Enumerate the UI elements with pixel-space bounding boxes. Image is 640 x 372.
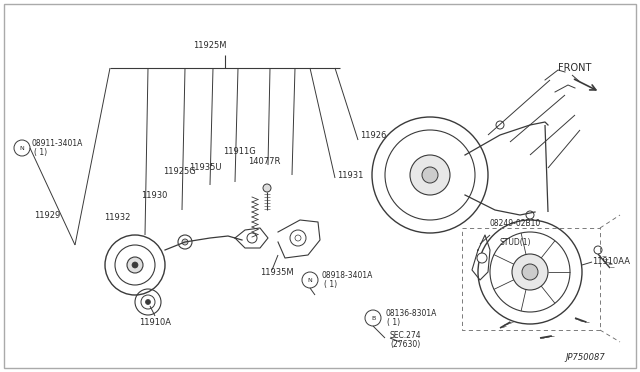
Text: SEC.274: SEC.274 — [390, 330, 422, 340]
Text: 11925G: 11925G — [163, 167, 196, 176]
Circle shape — [365, 310, 381, 326]
Circle shape — [263, 184, 271, 192]
Text: 11929: 11929 — [34, 211, 60, 219]
Text: 11925M: 11925M — [193, 41, 227, 50]
Text: 11910A: 11910A — [139, 318, 171, 327]
Text: 11930: 11930 — [141, 190, 167, 199]
Text: B: B — [371, 315, 375, 321]
Circle shape — [302, 272, 318, 288]
Circle shape — [422, 167, 438, 183]
Circle shape — [182, 239, 188, 245]
Text: 11935M: 11935M — [260, 268, 294, 277]
Text: ( 1): ( 1) — [324, 280, 337, 289]
Text: ( 1): ( 1) — [34, 148, 47, 157]
Text: N: N — [308, 278, 312, 282]
Circle shape — [512, 254, 548, 290]
Circle shape — [594, 246, 602, 254]
Text: 08918-3401A: 08918-3401A — [322, 270, 373, 279]
Circle shape — [522, 264, 538, 280]
Circle shape — [14, 140, 30, 156]
Text: 11911G: 11911G — [223, 148, 256, 157]
Circle shape — [127, 257, 143, 273]
Circle shape — [247, 233, 257, 243]
Text: 08136-8301A: 08136-8301A — [385, 308, 436, 317]
Text: JP750087: JP750087 — [565, 353, 605, 362]
Circle shape — [132, 262, 138, 268]
Circle shape — [178, 235, 192, 249]
Text: 08249-02B10: 08249-02B10 — [490, 219, 541, 228]
Text: 08911-3401A: 08911-3401A — [32, 138, 83, 148]
Text: N: N — [20, 145, 24, 151]
Circle shape — [496, 121, 504, 129]
Text: ( 1): ( 1) — [387, 318, 400, 327]
Circle shape — [477, 253, 487, 263]
Text: 11910AA: 11910AA — [592, 257, 630, 266]
Text: 11931: 11931 — [337, 170, 364, 180]
Text: 14077R: 14077R — [248, 157, 280, 167]
Text: FRONT: FRONT — [558, 63, 591, 73]
Circle shape — [410, 155, 450, 195]
Text: 11932: 11932 — [104, 214, 130, 222]
Text: STUD(1): STUD(1) — [500, 238, 531, 247]
Circle shape — [526, 211, 534, 219]
Text: 11926: 11926 — [360, 131, 387, 140]
Circle shape — [145, 299, 150, 305]
Text: 11935U: 11935U — [189, 164, 222, 173]
Circle shape — [290, 230, 306, 246]
Text: (27630): (27630) — [390, 340, 420, 350]
